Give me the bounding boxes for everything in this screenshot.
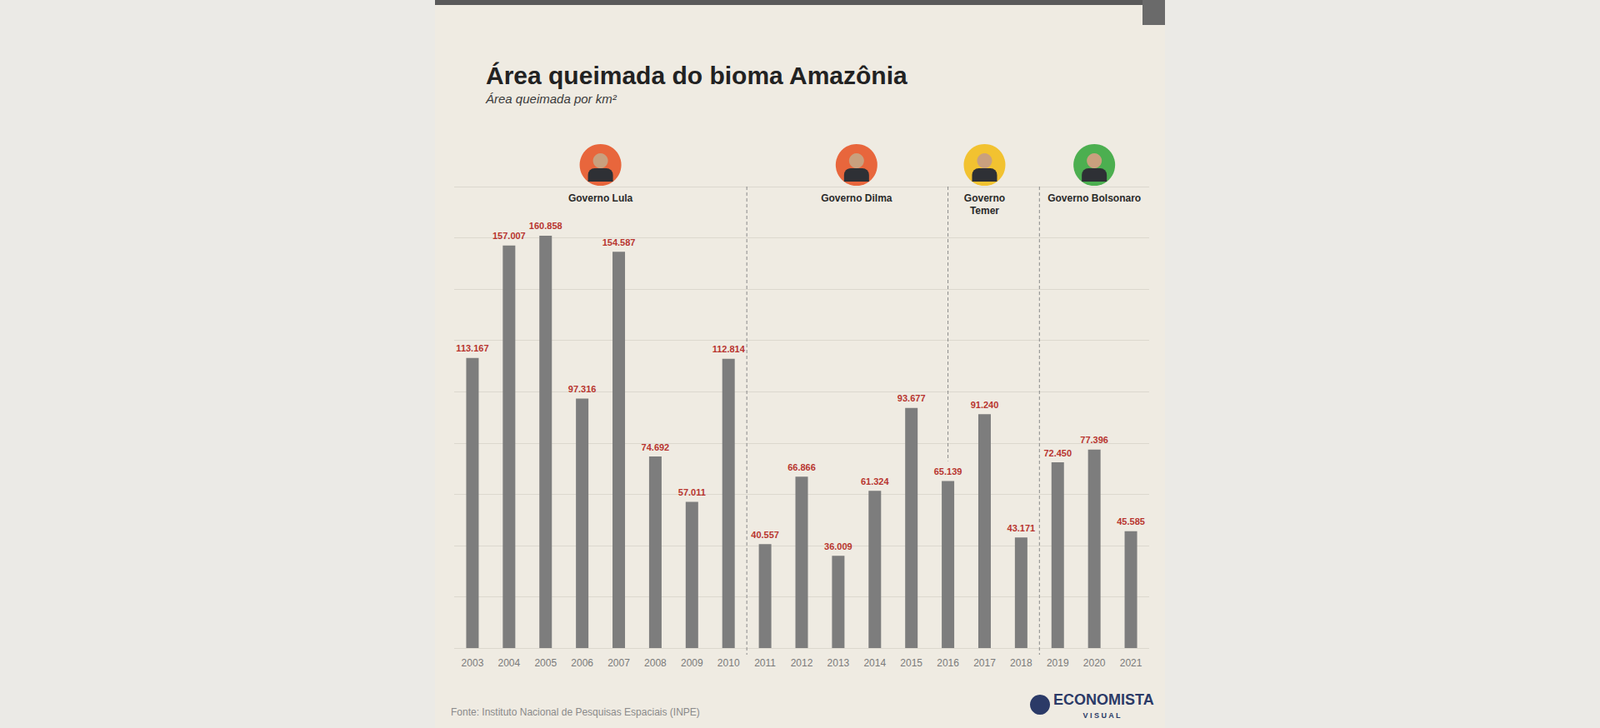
svg-text:2021: 2021: [1120, 657, 1143, 670]
svg-text:Área queimada do bioma Amazôni: Área queimada do bioma Amazônia: [485, 61, 908, 90]
svg-text:2010: 2010: [717, 657, 740, 670]
svg-text:2019: 2019: [1046, 657, 1070, 670]
svg-text:2007: 2007: [607, 657, 630, 670]
svg-text:97.316: 97.316: [568, 384, 597, 395]
svg-text:77.396: 77.396: [1080, 435, 1109, 445]
svg-text:Fonte: Instituto Nacional de P: Fonte: Instituto Nacional de Pesquisas E…: [450, 706, 700, 719]
svg-text:74.692: 74.692: [641, 442, 670, 453]
svg-text:2012: 2012: [790, 657, 814, 670]
svg-text:40.557: 40.557: [750, 530, 780, 540]
svg-text:2003: 2003: [461, 657, 485, 670]
svg-text:65.139: 65.139: [934, 466, 963, 477]
svg-text:2011: 2011: [754, 657, 776, 670]
svg-text:2016: 2016: [936, 657, 960, 670]
svg-text:2006: 2006: [570, 657, 594, 670]
svg-text:2020: 2020: [1083, 657, 1106, 670]
svg-text:Área queimada por km²: Área queimada por km²: [485, 91, 618, 106]
svg-text:36.009: 36.009: [824, 541, 853, 552]
svg-text:Temer: Temer: [970, 205, 1000, 217]
svg-text:Governo: Governo: [964, 192, 1005, 205]
svg-text:154.587: 154.587: [602, 237, 636, 248]
svg-text:2009: 2009: [680, 657, 704, 670]
svg-text:157.007: 157.007: [492, 230, 526, 241]
svg-text:V I S U A L: V I S U A L: [1083, 711, 1121, 720]
svg-text:61.324: 61.324: [860, 476, 890, 487]
svg-text:160.858: 160.858: [529, 220, 563, 231]
svg-text:43.171: 43.171: [1007, 523, 1036, 534]
svg-text:72.450: 72.450: [1043, 448, 1072, 459]
svg-text:2008: 2008: [644, 657, 667, 670]
svg-text:2005: 2005: [534, 657, 557, 670]
svg-text:91.240: 91.240: [970, 400, 1000, 410]
svg-text:Governo Bolsonaro: Governo Bolsonaro: [1047, 192, 1141, 205]
svg-text:93.677: 93.677: [897, 393, 926, 404]
svg-text:113.167: 113.167: [455, 343, 489, 354]
svg-text:2004: 2004: [497, 657, 520, 670]
svg-text:66.866: 66.866: [787, 462, 816, 473]
svg-text:2015: 2015: [900, 657, 923, 670]
svg-text:Governo Dilma: Governo Dilma: [820, 192, 893, 205]
svg-text:Governo Lula: Governo Lula: [568, 192, 634, 205]
svg-text:2017: 2017: [973, 657, 996, 670]
svg-text:57.011: 57.011: [678, 487, 706, 498]
svg-text:2013: 2013: [827, 657, 850, 670]
svg-text:2014: 2014: [863, 657, 886, 670]
svg-text:112.814: 112.814: [712, 344, 746, 355]
svg-text:45.585: 45.585: [1116, 516, 1145, 527]
svg-text:2018: 2018: [1010, 657, 1033, 670]
svg-text:ECONOMISTA: ECONOMISTA: [1053, 691, 1155, 709]
